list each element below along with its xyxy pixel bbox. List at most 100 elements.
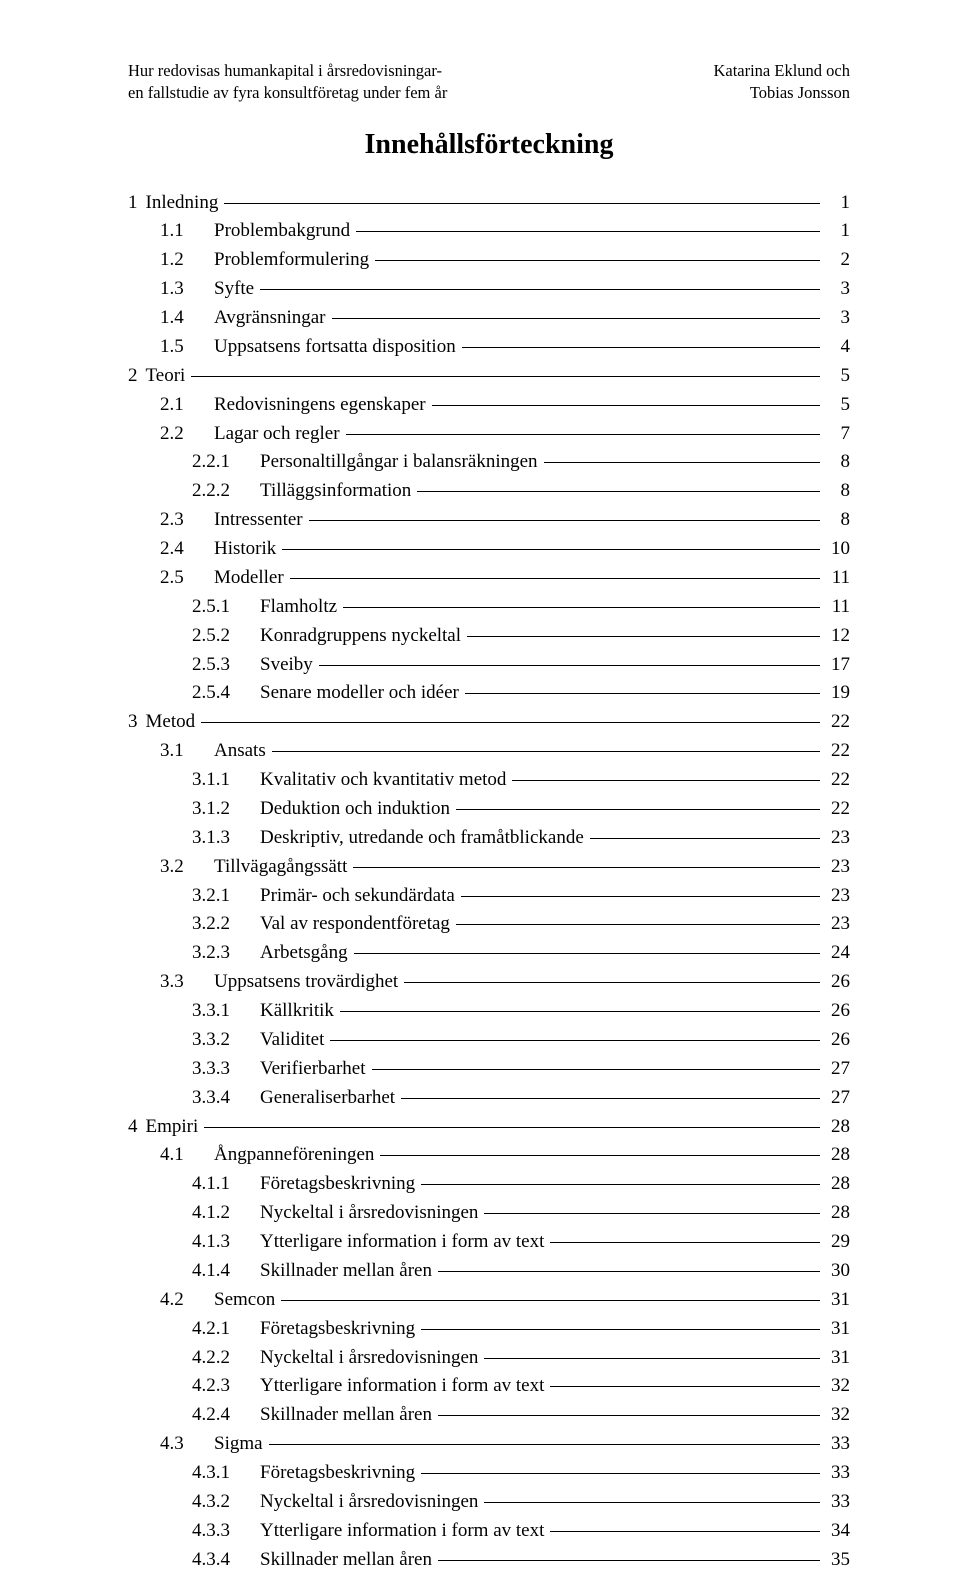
toc-entry: 1Inledning1 (128, 189, 850, 218)
toc-entry-label: Källkritik (260, 997, 338, 1026)
toc-entry-number: 2.4 (160, 535, 214, 564)
toc-entry: 1.4Avgränsningar3 (128, 304, 850, 333)
header-left: Hur redovisas humankapital i årsredovisn… (128, 60, 447, 105)
toc-entry-label: Företagsbeskrivning (260, 1315, 419, 1344)
toc-leader-line (401, 1098, 820, 1099)
toc-leader-line (484, 1502, 820, 1503)
toc-entry-number: 3.1 (160, 737, 214, 766)
toc-entry: 3.3.2Validitet26 (128, 1026, 850, 1055)
toc-entry: 4.1Ångpanneföreningen28 (128, 1141, 850, 1170)
toc-entry-number: 4.3 (160, 1430, 214, 1459)
toc-entry-page: 3 (822, 304, 850, 333)
toc-entry-label: Teori (146, 362, 190, 391)
toc-entry-page: 11 (822, 593, 850, 622)
toc-leader-line (421, 1184, 820, 1185)
toc-entry-label: Skillnader mellan åren (260, 1257, 436, 1286)
toc-entry-page: 5 (822, 391, 850, 420)
toc-leader-line (438, 1415, 820, 1416)
toc-leader-line (353, 867, 820, 868)
toc-entry-page: 2 (822, 246, 850, 275)
toc-entry: 3.2.3Arbetsgång24 (128, 939, 850, 968)
toc-entry: 3.1.1Kvalitativ och kvantitativ metod22 (128, 766, 850, 795)
toc-entry-number: 1.1 (160, 217, 214, 246)
toc-leader-line (417, 491, 820, 492)
toc-entry-label: Uppsatsens fortsatta disposition (214, 333, 460, 362)
toc-entry-label: Tillvägagångssätt (214, 853, 351, 882)
toc-entry: 4.1.4Skillnader mellan åren30 (128, 1257, 850, 1286)
toc-leader-line (421, 1473, 820, 1474)
toc-entry-page: 31 (822, 1344, 850, 1373)
toc-entry-number: 2.2.1 (192, 448, 260, 477)
header-right-line2: Tobias Jonsson (713, 82, 850, 104)
toc-leader-line (375, 260, 820, 261)
toc-entry-number: 3.2 (160, 853, 214, 882)
toc-entry-number: 4.1.1 (192, 1170, 260, 1199)
header-right-line1: Katarina Eklund och (713, 60, 850, 82)
toc-entry-page: 27 (822, 1084, 850, 1113)
toc-entry-label: Redovisningens egenskaper (214, 391, 430, 420)
toc-entry: 4.3.3Ytterligare information i form av t… (128, 1517, 850, 1546)
toc-entry-number: 4.2.1 (192, 1315, 260, 1344)
toc-leader-line (456, 924, 820, 925)
toc-leader-line (461, 896, 820, 897)
toc-leader-line (462, 347, 820, 348)
header-left-line2: en fallstudie av fyra konsultföretag und… (128, 82, 447, 104)
page-title: Innehållsförteckning (128, 129, 850, 161)
toc-leader-line (550, 1386, 820, 1387)
toc-entry-label: Sigma (214, 1430, 267, 1459)
toc-entry-label: Modeller (214, 564, 288, 593)
toc-entry: 3.3.4Generaliserbarhet27 (128, 1084, 850, 1113)
toc-leader-line (201, 722, 820, 723)
toc-entry-label: Ytterligare information i form av text (260, 1372, 548, 1401)
toc-entry-number: 1.5 (160, 333, 214, 362)
toc-leader-line (456, 809, 820, 810)
toc-entry-number: 3.1.1 (192, 766, 260, 795)
toc-entry: 4.2.2Nyckeltal i årsredovisningen31 (128, 1344, 850, 1373)
toc-entry-number: 3.1.3 (192, 824, 260, 853)
toc-entry-page: 26 (822, 968, 850, 997)
toc-entry: 1.1Problembakgrund1 (128, 217, 850, 246)
toc-entry-label: Intressenter (214, 506, 307, 535)
toc-entry-number: 3.3.2 (192, 1026, 260, 1055)
toc-entry-page: 8 (822, 448, 850, 477)
toc-leader-line (356, 231, 820, 232)
toc-entry-label: Arbetsgång (260, 939, 352, 968)
toc-leader-line (404, 982, 820, 983)
toc-leader-line (512, 780, 820, 781)
toc-entry-label: Verifierbarhet (260, 1055, 370, 1084)
toc-leader-line (281, 1300, 820, 1301)
toc-leader-line (269, 1444, 820, 1445)
toc-leader-line (282, 549, 820, 550)
toc-leader-line (204, 1127, 820, 1128)
toc-leader-line (290, 578, 820, 579)
toc-entry: 2.5.4Senare modeller och idéer19 (128, 679, 850, 708)
toc-entry: 4.2.4Skillnader mellan åren32 (128, 1401, 850, 1430)
toc-entry-label: Skillnader mellan åren (260, 1401, 436, 1430)
toc-entry-label: Ytterligare information i form av text (260, 1228, 548, 1257)
toc-entry-number: 2.2.2 (192, 477, 260, 506)
toc-leader-line (330, 1040, 820, 1041)
toc-entry: 2.5.2Konradgruppens nyckeltal12 (128, 622, 850, 651)
toc-entry-number: 4.3.1 (192, 1459, 260, 1488)
toc-entry-label: Ansats (214, 737, 270, 766)
toc-entry-page: 26 (822, 1026, 850, 1055)
toc-entry-label: Lagar och regler (214, 420, 344, 449)
toc-entry-page: 31 (822, 1315, 850, 1344)
toc-leader-line (224, 203, 820, 204)
toc-entry-page: 33 (822, 1488, 850, 1517)
toc-entry-label: Flamholtz (260, 593, 341, 622)
toc-entry-page: 1 (822, 189, 850, 218)
toc-entry-page: 8 (822, 506, 850, 535)
toc-entry-page: 28 (822, 1141, 850, 1170)
toc-entry-page: 19 (822, 679, 850, 708)
toc-entry-page: 33 (822, 1459, 850, 1488)
toc-entry-page: 4 (822, 333, 850, 362)
toc-entry: 4.1.3Ytterligare information i form av t… (128, 1228, 850, 1257)
toc-leader-line (309, 520, 820, 521)
toc-entry-number: 2.5.3 (192, 651, 260, 680)
toc-leader-line (380, 1155, 820, 1156)
toc-entry-number: 2.5 (160, 564, 214, 593)
toc-entry-page: 33 (822, 1430, 850, 1459)
toc-entry-page: 8 (822, 477, 850, 506)
toc-entry-number: 2.5.2 (192, 622, 260, 651)
